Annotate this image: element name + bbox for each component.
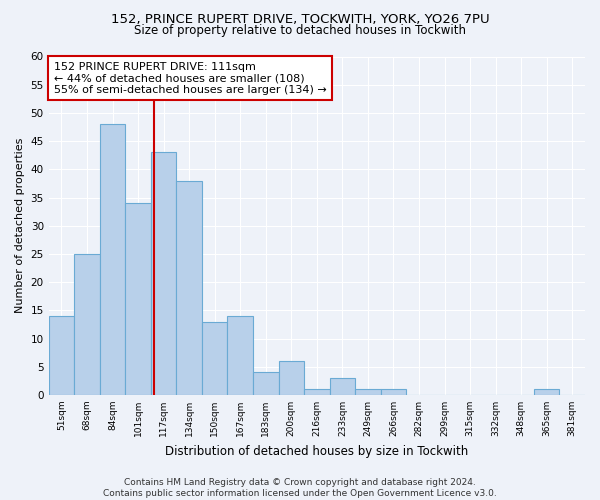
- Bar: [304, 390, 329, 395]
- Bar: [380, 390, 406, 395]
- Bar: [125, 203, 151, 395]
- Bar: [202, 322, 227, 395]
- Text: 152, PRINCE RUPERT DRIVE, TOCKWITH, YORK, YO26 7PU: 152, PRINCE RUPERT DRIVE, TOCKWITH, YORK…: [110, 12, 490, 26]
- Bar: [253, 372, 278, 395]
- Bar: [49, 316, 74, 395]
- Bar: [151, 152, 176, 395]
- Bar: [227, 316, 253, 395]
- Bar: [329, 378, 355, 395]
- Bar: [100, 124, 125, 395]
- Y-axis label: Number of detached properties: Number of detached properties: [15, 138, 25, 314]
- Text: 152 PRINCE RUPERT DRIVE: 111sqm
← 44% of detached houses are smaller (108)
55% o: 152 PRINCE RUPERT DRIVE: 111sqm ← 44% of…: [54, 62, 327, 95]
- Bar: [278, 361, 304, 395]
- Text: Size of property relative to detached houses in Tockwith: Size of property relative to detached ho…: [134, 24, 466, 37]
- Text: Contains HM Land Registry data © Crown copyright and database right 2024.
Contai: Contains HM Land Registry data © Crown c…: [103, 478, 497, 498]
- Bar: [74, 254, 100, 395]
- Bar: [176, 180, 202, 395]
- Bar: [355, 390, 380, 395]
- Bar: [534, 390, 559, 395]
- X-axis label: Distribution of detached houses by size in Tockwith: Distribution of detached houses by size …: [165, 444, 469, 458]
